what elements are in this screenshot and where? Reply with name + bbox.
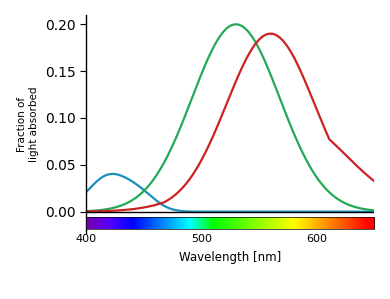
Y-axis label: Fraction of
light absorbed: Fraction of light absorbed <box>18 86 39 162</box>
Text: 600: 600 <box>306 234 327 244</box>
Text: 400: 400 <box>75 234 96 244</box>
Text: 500: 500 <box>191 234 212 244</box>
Text: Wavelength [nm]: Wavelength [nm] <box>179 251 281 264</box>
Bar <box>86 217 374 228</box>
